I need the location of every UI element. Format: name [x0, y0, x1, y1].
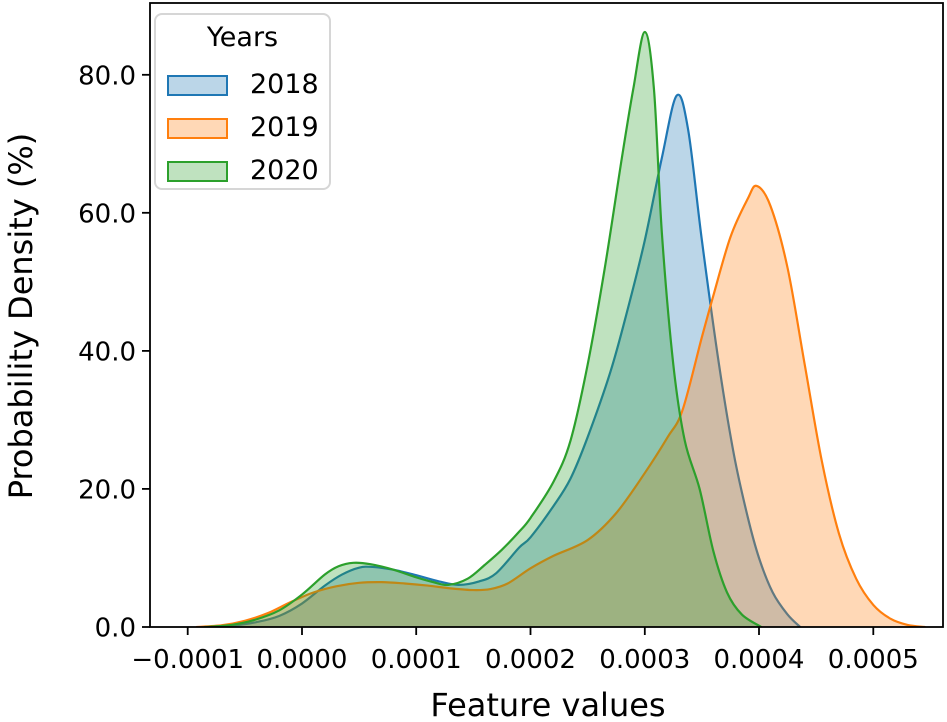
y-tick-label: 20.0	[78, 475, 136, 505]
x-tick-label: −0.0001	[131, 645, 244, 675]
legend-label-2020: 2020	[250, 155, 319, 186]
y-tick-label: 60.0	[78, 199, 136, 229]
legend-swatch-2020	[167, 160, 228, 182]
y-tick-label: 0.0	[95, 614, 136, 644]
x-tick-label: 0.0000	[257, 645, 348, 675]
legend-swatch-2019	[167, 117, 228, 139]
legend: Years 2018 2019 2020	[154, 13, 331, 190]
legend-label-2018: 2018	[250, 69, 319, 100]
x-tick-label: 0.0001	[371, 645, 462, 675]
kde-line-2018	[207, 93, 802, 627]
y-axis-title: Probability Density (%)	[2, 132, 40, 500]
legend-swatch-2018	[167, 74, 228, 96]
y-tick-label: 80.0	[78, 61, 136, 91]
legend-label-2019: 2019	[250, 112, 319, 143]
legend-title: Years	[206, 22, 279, 53]
kde-line-2020	[203, 30, 763, 627]
kde-area-2020	[204, 31, 762, 627]
kde-line-2019	[195, 184, 926, 627]
y-tick-label: 40.0	[78, 337, 136, 367]
x-tick-label: 0.0002	[485, 645, 576, 675]
x-axis-title: Feature values	[430, 686, 666, 722]
axes-frame	[149, 2, 944, 628]
x-tick-label: 0.0005	[828, 645, 919, 675]
legend-item-2019: 2019	[167, 112, 329, 143]
kde-area-2018	[208, 94, 801, 627]
kde-area-2019	[196, 185, 925, 627]
legend-item-2020: 2020	[167, 155, 329, 186]
legend-item-2018: 2018	[167, 69, 329, 100]
x-tick-label: 0.0004	[714, 645, 805, 675]
x-tick-label: 0.0003	[599, 645, 690, 675]
series-group	[195, 30, 926, 627]
